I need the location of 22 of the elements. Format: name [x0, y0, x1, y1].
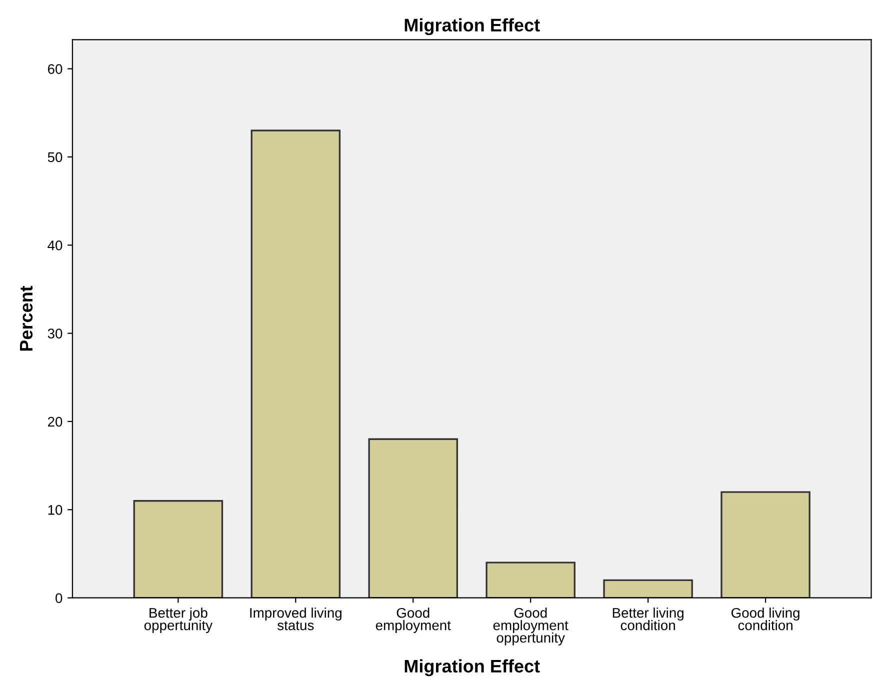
- x-axis-title: Migration Effect: [404, 659, 540, 676]
- bar: [720, 491, 810, 598]
- bar: [250, 130, 341, 598]
- bar: [603, 579, 693, 598]
- y-axis-title: Percent: [20, 286, 33, 351]
- bar: [486, 562, 576, 598]
- x-tick-label: Good living condition: [731, 608, 800, 630]
- y-tick-label: 30: [48, 328, 62, 338]
- x-tick-label: Good employment oppertunity: [493, 608, 568, 646]
- x-tick-label: Better job oppertunity: [144, 608, 213, 633]
- y-tick-label: 50: [48, 152, 62, 162]
- y-tick-label: 10: [48, 505, 62, 515]
- x-tick-label: Better living condition: [612, 608, 684, 630]
- x-tick-label: Improved living status: [250, 608, 342, 630]
- chart-title: Migration Effect: [404, 18, 540, 36]
- y-tick-label: 60: [48, 64, 62, 74]
- bar: [368, 438, 458, 598]
- x-tick-label: Good employment: [376, 608, 451, 633]
- y-tick-label: 20: [48, 416, 62, 427]
- y-tick-label: 40: [48, 240, 62, 250]
- bar: [133, 500, 224, 598]
- y-tick-label: 0: [56, 593, 62, 604]
